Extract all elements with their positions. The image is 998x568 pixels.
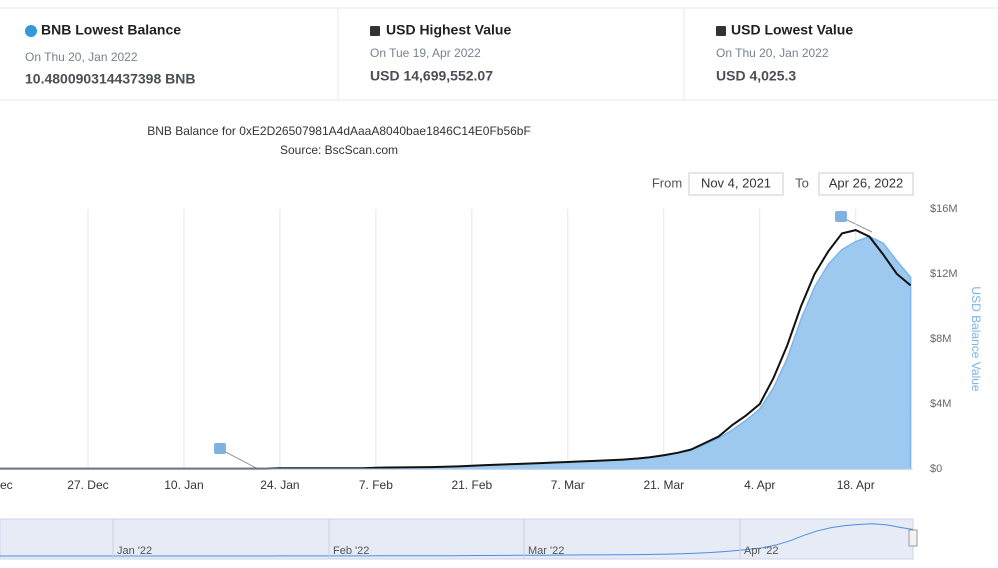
x-tick-label: 21. Mar [643, 478, 684, 492]
x-tick-label: 13. Dec [0, 478, 13, 492]
navigator-handle[interactable] [908, 529, 918, 547]
flag [214, 443, 259, 470]
navigator-label: Feb '22 [333, 545, 369, 557]
card-title: USD Lowest Value [731, 22, 853, 38]
x-tick-label: 7. Feb [359, 478, 393, 492]
x-tick-label: 21. Feb [451, 478, 492, 492]
x-tick-label: 4. Apr [744, 478, 775, 492]
y-tick-label: $12M [930, 268, 958, 280]
range-label: From [652, 175, 682, 190]
flag [835, 211, 873, 233]
card-value: USD 14,699,552.07 [370, 68, 493, 84]
x-tick-label: 24. Jan [260, 478, 299, 492]
navigator-label: Jan '22 [117, 545, 152, 557]
from-value[interactable]: Nov 4, 2021 [701, 175, 771, 190]
navigator[interactable] [0, 518, 914, 560]
y-tick-label: $8M [930, 333, 951, 345]
card-title: BNB Lowest Balance [41, 22, 181, 38]
area [0, 235, 912, 470]
card-date: On Thu 20, Jan 2022 [716, 46, 829, 60]
card-icon [25, 25, 37, 37]
y-tick-label: $16M [930, 203, 958, 215]
x-tick-label: 7. Mar [551, 478, 585, 492]
to-value[interactable]: Apr 26, 2022 [829, 175, 903, 190]
to-input[interactable] [818, 172, 914, 196]
from-input[interactable] [688, 172, 784, 196]
y-axis-title: USD Balance Value [969, 286, 983, 391]
chart-title: BNB Balance for 0xE2D26507981A4dAaaA8040… [147, 124, 531, 138]
card-value: 10.480090314437398 BNB [25, 71, 195, 87]
x-tick-label: 10. Jan [164, 478, 203, 492]
x-tick-label: 27. Dec [67, 478, 108, 492]
navigator-label: Mar '22 [528, 545, 564, 557]
navigator-line [0, 523, 914, 557]
card-date: On Tue 19, Apr 2022 [370, 46, 481, 60]
navigator-label: Apr '22 [744, 545, 779, 557]
card-title: USD Highest Value [386, 22, 511, 38]
card-icon [716, 26, 726, 36]
card-date: On Thu 20, Jan 2022 [25, 50, 138, 64]
y-tick-label: $4M [930, 398, 951, 410]
y-tick-label: $0 [930, 463, 942, 475]
card-icon [370, 26, 380, 36]
card-value: USD 4,025.3 [716, 68, 796, 84]
chart-subtitle: Source: BscScan.com [280, 143, 398, 157]
x-tick-label: 18. Apr [837, 478, 875, 492]
range-label: To [795, 175, 809, 190]
